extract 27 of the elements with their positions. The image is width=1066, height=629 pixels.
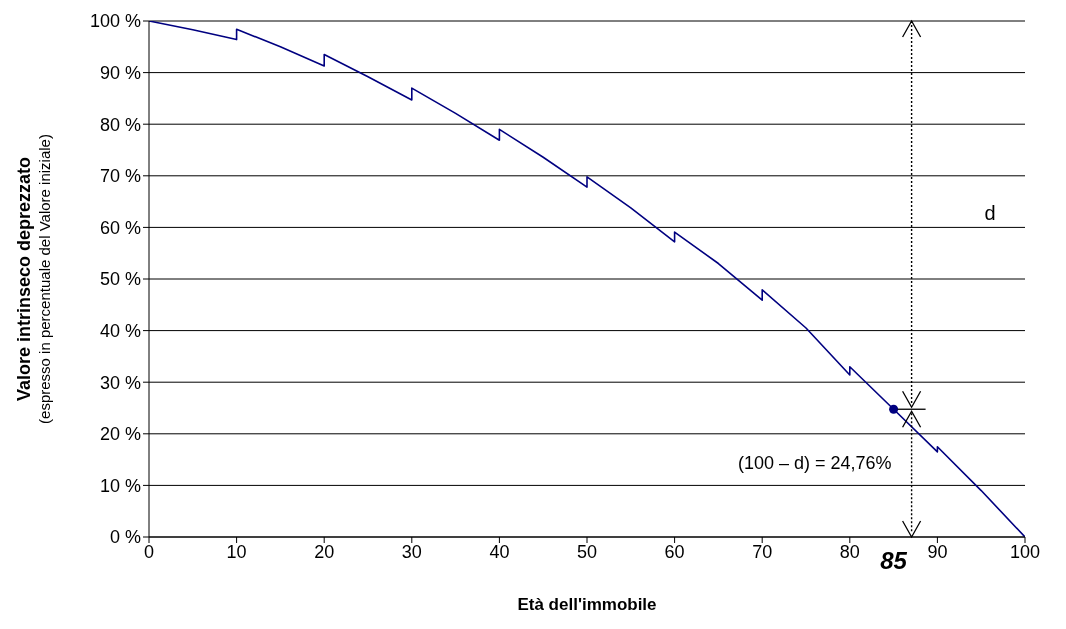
x-tick-label: 60 xyxy=(664,541,685,562)
y-tick-label: 10 % xyxy=(99,475,141,496)
y-tick-label: 20 % xyxy=(99,424,141,445)
y-tick-label: 70 % xyxy=(99,166,141,187)
y-tick-label: 100 % xyxy=(89,11,141,32)
x-tick-label: 10 xyxy=(226,541,247,562)
y-tick-label: 60 % xyxy=(99,217,141,238)
x-tick-label: 100 xyxy=(1009,541,1041,562)
x-tick-label: 40 xyxy=(489,541,510,562)
x-tick-label: 20 xyxy=(314,541,335,562)
y-tick-label: 0 % xyxy=(109,527,141,548)
annotation: (100 – d) = 24,76% xyxy=(737,452,892,473)
x-tick-label: 70 xyxy=(752,541,773,562)
y-tick-label: 40 % xyxy=(99,320,141,341)
y-axis-title: Valore intrinseco deprezzato (espresso in percentuale del Valore iniziale) xyxy=(14,134,53,424)
x-tick-label: 30 xyxy=(401,541,422,562)
y-tick-label: 30 % xyxy=(99,372,141,393)
y-tick-label: 80 % xyxy=(99,114,141,135)
x-tick-label: 90 xyxy=(927,541,948,562)
x-tick-label: 0 xyxy=(143,541,155,562)
text: 85 xyxy=(880,547,908,574)
annotation: d xyxy=(984,202,996,225)
y-tick-label: 50 % xyxy=(99,269,141,290)
x-tick-label: 80 xyxy=(839,541,860,562)
x-tick-label: 50 xyxy=(576,541,598,562)
x-axis-title: Età dell'immobile xyxy=(517,595,657,614)
y-tick-label: 90 % xyxy=(99,62,141,83)
